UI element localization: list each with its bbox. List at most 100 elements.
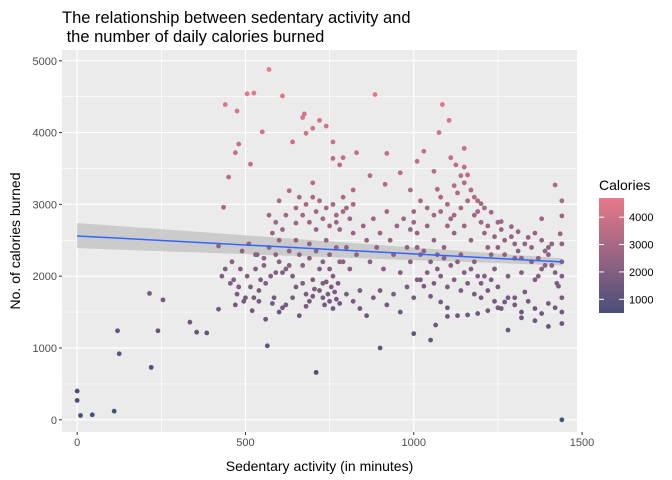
data-point xyxy=(310,180,316,186)
data-point xyxy=(508,234,514,240)
data-point xyxy=(74,388,80,394)
data-point xyxy=(512,302,518,308)
data-point xyxy=(492,298,497,304)
data-point xyxy=(340,259,346,265)
data-point xyxy=(273,270,279,275)
data-point xyxy=(268,273,274,279)
data-point xyxy=(377,288,383,293)
data-point xyxy=(236,284,242,290)
data-point xyxy=(559,241,565,247)
data-point xyxy=(545,324,551,329)
data-point xyxy=(438,273,444,279)
data-point xyxy=(357,288,363,293)
data-point xyxy=(461,145,467,151)
data-point xyxy=(438,209,444,214)
data-point xyxy=(354,150,359,156)
data-point xyxy=(340,155,346,161)
data-point xyxy=(404,245,410,250)
data-point xyxy=(445,201,450,207)
data-point xyxy=(327,223,332,229)
data-point xyxy=(559,198,565,204)
data-point xyxy=(344,205,349,211)
data-point xyxy=(312,286,317,292)
data-point xyxy=(502,237,508,243)
data-point xyxy=(313,370,319,375)
data-point xyxy=(280,270,285,275)
data-point xyxy=(451,212,457,218)
data-point xyxy=(256,288,262,293)
data-point xyxy=(397,170,403,176)
data-point xyxy=(498,306,504,311)
data-point xyxy=(377,230,383,236)
data-point xyxy=(424,205,430,211)
data-point xyxy=(269,230,275,236)
data-point xyxy=(461,164,467,170)
trend-line xyxy=(77,235,562,263)
data-point xyxy=(525,235,531,240)
data-point xyxy=(411,219,417,225)
data-point xyxy=(194,329,200,335)
data-point xyxy=(241,298,247,304)
data-point xyxy=(495,219,501,225)
data-point xyxy=(303,291,309,297)
data-point xyxy=(263,316,269,322)
data-point xyxy=(303,130,309,136)
data-point xyxy=(370,216,376,222)
data-point xyxy=(387,237,393,243)
data-point xyxy=(360,223,366,229)
data-point xyxy=(478,280,484,286)
data-point xyxy=(148,364,154,370)
data-point xyxy=(545,252,551,258)
data-point xyxy=(293,205,299,211)
data-point xyxy=(545,245,551,250)
data-point xyxy=(374,245,380,250)
data-point xyxy=(407,259,413,265)
data-point xyxy=(397,270,403,275)
data-point xyxy=(428,293,433,299)
data-point xyxy=(475,198,481,204)
data-point xyxy=(458,173,464,179)
data-point xyxy=(552,270,558,275)
data-point xyxy=(286,263,292,268)
data-point xyxy=(455,313,460,319)
data-point xyxy=(317,117,322,123)
data-point xyxy=(391,291,396,297)
data-point xyxy=(453,162,459,168)
data-point xyxy=(471,212,477,218)
data-point xyxy=(468,187,474,193)
data-point xyxy=(317,198,322,204)
data-point xyxy=(320,295,326,301)
data-point xyxy=(519,270,524,275)
data-point xyxy=(337,227,343,232)
data-point xyxy=(280,93,285,99)
data-point xyxy=(448,155,454,161)
data-point xyxy=(307,298,312,304)
data-point xyxy=(431,168,437,174)
data-point xyxy=(300,115,306,120)
data-point xyxy=(421,148,427,154)
data-point xyxy=(115,328,120,334)
data-point xyxy=(554,280,560,286)
data-point xyxy=(475,273,481,279)
data-point xyxy=(441,255,447,261)
data-point xyxy=(258,277,263,283)
data-point xyxy=(485,308,491,314)
data-point xyxy=(535,255,541,261)
data-point xyxy=(187,319,193,325)
data-point xyxy=(237,266,243,272)
data-point xyxy=(221,204,226,210)
data-points xyxy=(74,66,565,423)
data-point xyxy=(248,161,253,167)
data-point xyxy=(461,270,467,275)
data-point xyxy=(276,309,282,315)
data-point xyxy=(529,245,534,250)
data-point xyxy=(313,227,319,232)
data-point xyxy=(418,277,423,283)
data-point xyxy=(465,198,471,204)
data-point xyxy=(261,255,267,261)
y-tick-label: 2000 xyxy=(33,271,57,283)
x-tick-label: 0 xyxy=(74,437,80,449)
data-point xyxy=(439,102,445,107)
data-point xyxy=(300,263,306,268)
